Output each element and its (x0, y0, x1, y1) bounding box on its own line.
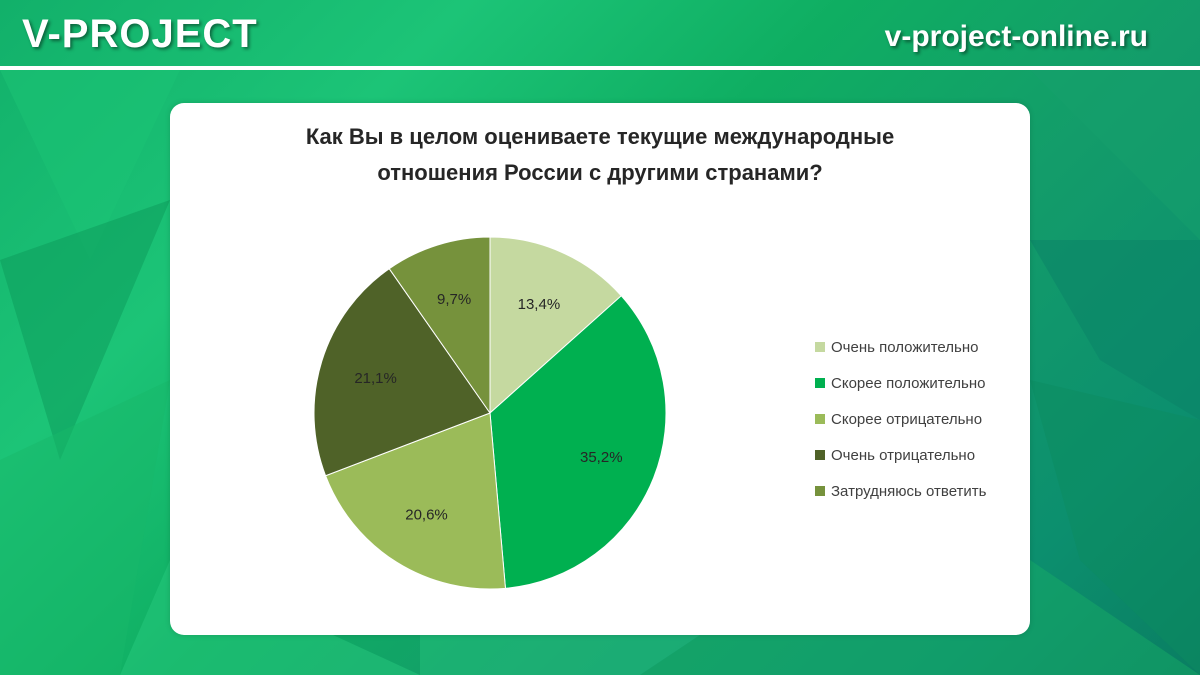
pie-data-label-4: 21,1% (354, 370, 397, 387)
header-bar: V-PROJECT v-project-online.ru (0, 0, 1200, 68)
chart-title-line-2: отношения России с другими странами? (377, 160, 823, 185)
legend-item-2: Скорее положительно (815, 365, 1025, 401)
legend-label: Очень положительно (831, 338, 979, 356)
pie-slice-2 (489, 295, 667, 589)
chart-title-line-1: Как Вы в целом оцениваете текущие междун… (305, 124, 895, 149)
pie-slice-5 (388, 236, 491, 415)
pie-slice-4 (313, 267, 491, 477)
legend-label: Затрудняюсь ответить (831, 482, 987, 500)
legend-swatch (815, 450, 825, 460)
pie-data-label-2: 35,2% (580, 449, 623, 466)
pie-data-label-1: 13,4% (518, 296, 561, 313)
legend-label: Очень отрицательно (831, 446, 976, 464)
legend-item-4: Очень отрицательно (815, 437, 1025, 473)
pie-data-label-3: 20,6% (405, 506, 448, 523)
legend-item-1: Очень положительно (815, 329, 1025, 365)
legend-label: Скорее положительно (831, 374, 986, 392)
pie-chart: 13,4% 35,2% 20,6% 21,1% 9,7% (313, 236, 667, 590)
legend-item-5: Затрудняюсь ответить (815, 473, 1025, 509)
chart-legend: Очень положительно Скорее положительно Ско… (815, 329, 1025, 509)
site-url: v-project-online.ru (884, 20, 1148, 53)
header-divider (0, 66, 1200, 70)
legend-swatch (815, 486, 825, 496)
pie-data-label-5: 9,7% (437, 291, 471, 308)
chart-card: Как Вы в целом оцениваете текущие междун… (170, 103, 1030, 635)
legend-swatch (815, 378, 825, 388)
pie-slice-1 (489, 236, 622, 415)
legend-swatch (815, 414, 825, 424)
legend-label: Скорее отрицательно (831, 410, 983, 428)
chart-title: Как Вы в целом оцениваете текущие междун… (210, 119, 990, 191)
brand-logo: V-PROJECT (22, 12, 258, 56)
legend-item-3: Скорее отрицательно (815, 401, 1025, 437)
pie-slice-3 (324, 412, 507, 590)
legend-swatch (815, 342, 825, 352)
